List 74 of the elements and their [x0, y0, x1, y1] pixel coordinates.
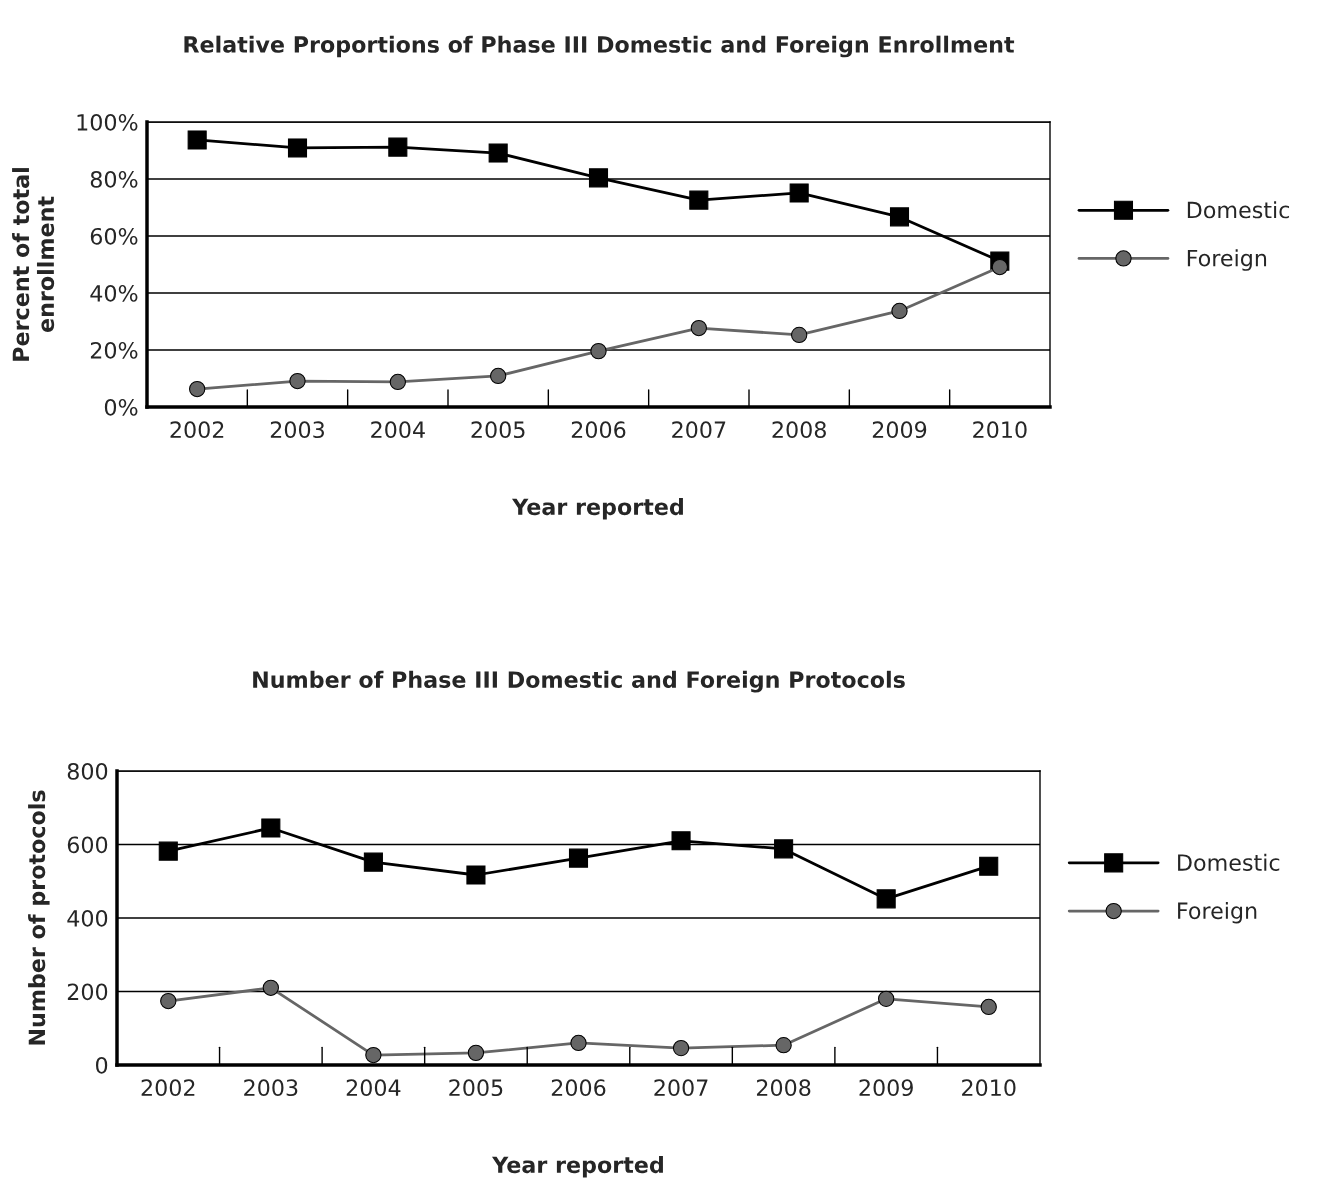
y-tick-label: 80%	[90, 170, 138, 188]
y-axis-title: Number of protocols	[28, 790, 50, 1045]
x-tick-label: 2003	[270, 421, 324, 439]
y-tick-label: 60%	[90, 227, 138, 245]
point	[158, 841, 178, 861]
point	[262, 979, 279, 996]
point	[287, 138, 308, 158]
point	[979, 856, 999, 876]
point	[775, 1037, 792, 1054]
point	[876, 889, 896, 909]
x-tick-label: 2005	[471, 421, 525, 439]
point	[189, 380, 206, 398]
x-tick-label: 2009	[859, 1079, 913, 1097]
y-tick-label: 400	[67, 909, 108, 927]
y-tick-label: 600	[67, 836, 108, 854]
x-tick-label: 2006	[571, 421, 626, 439]
x-tick-label: 2010	[973, 421, 1027, 439]
point	[466, 865, 486, 885]
point	[891, 302, 908, 320]
point	[590, 342, 607, 360]
point	[187, 130, 207, 150]
legend-label: Domestic	[1178, 853, 1280, 871]
x-tick-label: 2002	[170, 421, 224, 439]
y-tick-label: 20%	[90, 341, 138, 359]
y-tick-label: 0	[95, 1056, 108, 1074]
point	[389, 373, 406, 391]
chart-title: Number of Phase III Domestic and Foreign Protocols	[253, 670, 905, 693]
x-tick-label: 2005	[449, 1079, 503, 1097]
point	[160, 992, 177, 1010]
x-tick-label: 2008	[772, 421, 826, 439]
x-axis-title: Year reported	[511, 497, 683, 520]
chart-title: Relative Proportions of Phase III Domestic and Foreign Enrollment	[184, 35, 1015, 58]
point	[388, 137, 408, 157]
y-tick-label: 100%	[77, 113, 138, 131]
x-tick-label: 2004	[346, 1079, 401, 1097]
x-tick-label: 2009	[872, 421, 927, 439]
point	[490, 367, 507, 385]
y-tick-label: 200	[67, 983, 108, 1001]
point	[363, 852, 383, 872]
x-tick-label: 2002	[141, 1079, 195, 1097]
point	[570, 1034, 587, 1052]
x-tick-label: 2007	[654, 1079, 708, 1097]
y-tick-label: 800	[67, 762, 108, 780]
point	[588, 168, 609, 188]
x-tick-label: 2008	[756, 1079, 811, 1097]
point	[672, 1039, 690, 1057]
x-tick-label: 2007	[672, 421, 726, 439]
point	[878, 990, 895, 1008]
y-tick-label: 40%	[90, 284, 138, 302]
x-axis-title: Year reported	[491, 1155, 663, 1178]
x-tick-label: 2003	[244, 1079, 298, 1097]
point	[791, 326, 808, 344]
point	[488, 143, 508, 163]
point	[689, 190, 709, 210]
point	[774, 839, 794, 859]
y-tick-label: 0%	[104, 398, 138, 416]
legend-label: Foreign	[1187, 249, 1267, 271]
point	[889, 207, 910, 227]
x-tick-label: 2004	[371, 421, 425, 439]
point	[980, 998, 997, 1016]
legend-label: Foreign	[1178, 901, 1257, 924]
point	[261, 818, 281, 838]
point	[365, 1046, 382, 1064]
point	[789, 183, 809, 203]
point	[671, 831, 691, 851]
point	[568, 848, 589, 868]
x-tick-label: 2010	[962, 1079, 1016, 1097]
y-axis-title: Percent of total enrollment	[12, 168, 55, 361]
point	[467, 1044, 485, 1062]
legend-label: Domestic	[1187, 201, 1290, 219]
point	[690, 319, 707, 337]
x-tick-label: 2006	[551, 1079, 606, 1097]
point	[289, 372, 306, 390]
point	[991, 258, 1008, 276]
